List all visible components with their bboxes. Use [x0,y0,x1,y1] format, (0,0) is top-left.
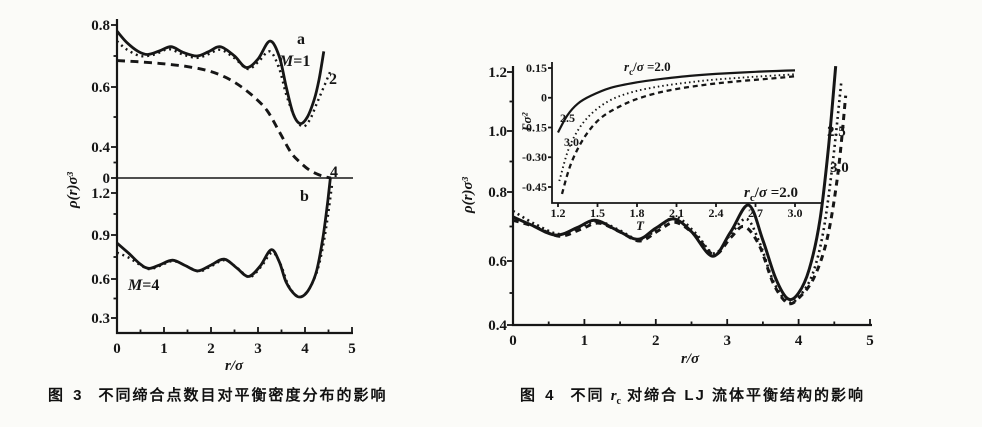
figure-3-caption-text: 不同缔合点数目对平衡密度分布的影响 [98,387,388,404]
svg-text:0: 0 [103,171,111,187]
svg-text:0.6: 0.6 [91,272,110,288]
figure-3-x-axis-label: r/σ [225,358,244,374]
svg-text:1.2: 1.2 [91,186,110,202]
svg-text:0: 0 [541,91,547,105]
svg-text:0.9: 0.9 [91,228,110,244]
series-M-4-solid [116,177,332,299]
svg-text:0: 0 [113,341,121,357]
svg-text:2.1: 2.1 [669,206,684,220]
svg-text:0.3: 0.3 [91,311,110,327]
svg-text:3: 3 [723,333,731,349]
figure-4-annotation-1: 2.5 [827,124,846,140]
svg-text:-0.15: -0.15 [522,120,547,134]
figure-4-caption: 图 4 不同 rc 对缔合 LJ 流体平衡结构的影响 [520,384,865,407]
figure-4-x-axis: 0 1 2 3 4 5 r/σ [509,319,874,367]
svg-text:0.8: 0.8 [91,18,110,34]
series-rc-2.5 [558,73,796,182]
series-rc-3.0 [560,75,796,195]
figure-4-annotation-2: 3.0 [830,160,849,176]
figure-4-series [512,65,848,306]
figure-3-panel-b-annotation-1: M=4 [127,277,159,294]
svg-text:0.8: 0.8 [488,185,507,201]
svg-text:4: 4 [795,333,803,349]
svg-text:-0.45: -0.45 [522,180,547,194]
figure-4-caption-pre: 不同 [570,387,611,404]
svg-text:2.4: 2.4 [709,206,724,220]
figure-3-panel-a-annotation-3: 4 [330,164,338,181]
svg-text:3.0: 3.0 [788,206,803,220]
series-M-2 [116,40,333,128]
svg-text:2: 2 [652,333,660,349]
svg-text:0: 0 [509,333,517,349]
svg-text:4: 4 [301,341,309,357]
svg-text:2: 2 [207,341,215,357]
figure-4-annotation-0: rc/σ =2.0 [744,185,798,204]
svg-text:1.2: 1.2 [488,65,507,81]
figure-4-x-axis-label: r/σ [681,351,700,367]
figure-4-chart: 0 1 2 3 4 5 r/σ ρ(r)σ³ 1.2 1.0 0.8 0.6 0.4 rc/σ =2.0 2… [460,59,874,367]
figure-4-inset-x-axis-label: T [636,218,645,233]
figure-4-caption-number: 图 4 [520,387,557,404]
figure-3-panel-a: 0.8 0.6 0.4 0 a M=1 2 4 [91,18,338,187]
svg-text:1.8: 1.8 [630,206,645,220]
figure-4-inset-y-axis-label: Γσ² [519,112,534,133]
svg-text:0.6: 0.6 [488,254,507,270]
figure-3-panel-b-annotation-0: b [300,188,309,205]
svg-text:1.0: 1.0 [488,124,507,140]
svg-text:2.7: 2.7 [748,206,763,220]
figure-4-caption-variable: r [610,388,617,404]
series-rc-3.0 [512,95,848,306]
svg-text:0.4: 0.4 [488,318,507,334]
figure-3-panel-a-annotation-2: 2 [329,71,337,88]
series-rc-2.0 [512,65,838,302]
figure-3-panel-a-annotation-0: a [297,31,305,48]
figure-4-inset-annotation-2: 3.0 [564,135,579,149]
svg-text:0.15: 0.15 [526,61,547,75]
svg-text:1: 1 [581,333,589,349]
figure-4-axes [511,66,872,327]
svg-text:1.2: 1.2 [551,206,566,220]
figure-3-chart: 0 1 2 3 4 5 r/σ ρ(r)σ³ 0.8 0.6 0.4 0 a M=1 2 4 1.2 0.9 0.6… [65,18,356,374]
svg-text:0.6: 0.6 [91,80,110,96]
figure-3-panel-a-annotation-1: M=1 [278,53,310,70]
figure-4-caption-variable-subscript: c [616,396,621,407]
figure-4-inset-annotation-0: rc/σ =2.0 [624,59,671,77]
figure-4-y-axis: 1.2 1.0 0.8 0.6 0.4 [488,65,513,334]
svg-text:0.4: 0.4 [91,140,110,156]
series-M-1 [115,30,326,126]
svg-text:5: 5 [866,333,874,349]
series-rc-2.0 [557,69,796,134]
figure-4-inset-annotation-1: 2.5 [560,111,575,125]
figure-3-y-axis-label: ρ(r)σ³ [65,171,81,209]
figure-3-caption-number: 图 3 [48,387,85,404]
svg-text:-0.30: -0.30 [522,150,547,164]
series-M-4 [116,59,332,180]
figure-3-caption: 图 3 不同缔合点数目对平衡密度分布的影响 [48,384,388,405]
figure-4-caption-post: 对缔合 LJ 流体平衡结构的影响 [620,387,865,404]
svg-text:5: 5 [348,341,356,357]
svg-text:1.5: 1.5 [590,206,605,220]
figure-3-panel-b: 1.2 0.9 0.6 0.3 b M=4 [91,177,334,327]
svg-text:1: 1 [160,341,168,357]
figure-4-y-axis-label: ρ(r)σ³ [460,176,476,214]
figure-4-inset: 1.2 1.5 1.8 2.1 2.4 2.7 3.0 0.15 0 -0.15 -0.30 -0.4… [519,59,822,233]
figure-3-x-axis: 0 1 2 3 4 5 r/σ [113,327,356,374]
svg-text:3: 3 [254,341,262,357]
